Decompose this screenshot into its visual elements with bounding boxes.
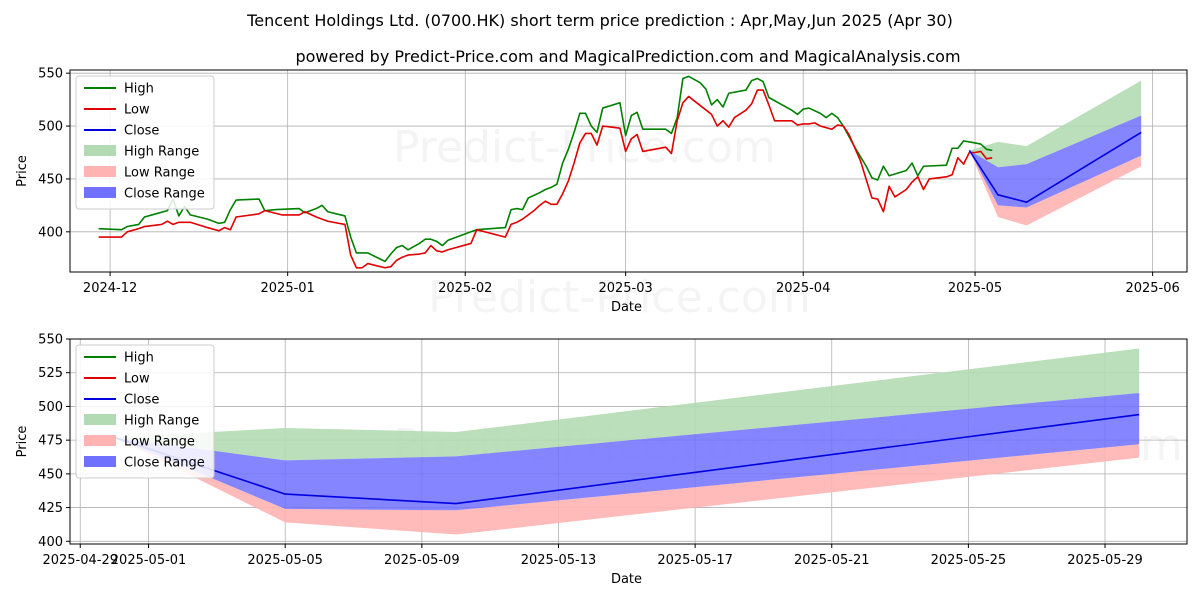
chart-subtitle: powered by Predict-Price.com and Magical…: [295, 47, 960, 66]
high-range-legend-swatch: [84, 145, 116, 156]
x-tick-label: 2025-05-13: [521, 553, 597, 568]
main-price-panel: Predict-Price.com Predict-Price.com 400 450…: [15, 67, 1188, 323]
high-series-line: [98, 75, 993, 263]
y-tick-label: 500: [38, 120, 63, 135]
x-tick-label: 2025-05: [948, 281, 1002, 296]
x-tick-label: 2025-05-09: [384, 553, 460, 568]
axes-frame: [69, 69, 1188, 273]
y-tick-label: 550: [38, 333, 63, 348]
high-legend-label: High: [124, 82, 154, 97]
low-range-legend-label: Low Range: [124, 166, 195, 181]
low-legend-label: Low: [124, 372, 150, 387]
low-range-band: [969, 150, 1142, 226]
close-range-legend-label: Close Range: [124, 187, 205, 202]
forecast-zoom-panel: Predict-Price.comPredict-Price.com400425…: [15, 333, 1188, 587]
close-range-band: [114, 392, 1140, 511]
close-range-legend-label: Close Range: [124, 456, 205, 471]
y-axis-label: Price: [15, 426, 30, 458]
close-range-legend-swatch: [84, 456, 116, 467]
x-tick-label: 2025-01: [261, 281, 315, 296]
y-tick-label: 450: [38, 467, 63, 482]
x-axis-label: Date: [611, 300, 642, 315]
x-tick-label: 2025-05-05: [247, 553, 323, 568]
x-tick-label: 2024-12: [83, 281, 137, 296]
x-tick-label: 2025-05-21: [794, 553, 870, 568]
y-tick-label: 475: [38, 434, 63, 449]
high-range-legend-swatch: [84, 414, 116, 425]
close-range-band: [969, 115, 1142, 208]
y-tick-label: 500: [38, 400, 63, 415]
x-tick-label: 2025-05-17: [657, 553, 733, 568]
low-range-legend-swatch: [84, 435, 116, 446]
x-tick-label: 2025-04-29: [42, 553, 118, 568]
x-axis-label: Date: [611, 572, 642, 587]
x-tick-label: 2025-05-29: [1067, 553, 1143, 568]
y-tick-label: 425: [38, 501, 63, 516]
high-legend-label: High: [124, 351, 154, 366]
y-tick-label: 400: [38, 225, 63, 240]
close-legend-label: Close: [124, 393, 159, 408]
plot-area: [98, 75, 1142, 269]
y-axis-label: Price: [15, 155, 30, 187]
low-series-line: [98, 89, 993, 269]
y-tick-label: 525: [38, 366, 63, 381]
watermark-text: Predict-Price.com: [428, 272, 811, 323]
chart-title: Tencent Holdings Ltd. (0700.HK) short te…: [246, 11, 953, 30]
close-range-legend-swatch: [84, 187, 116, 198]
low-range-legend-swatch: [84, 166, 116, 177]
plot-area: [114, 348, 1140, 535]
x-tick-label: 2025-05-25: [931, 553, 1007, 568]
legend: High Low Close High Range Low Range Close Ran…: [75, 75, 215, 210]
low-range-band: [114, 437, 1140, 535]
close-legend-label: Close: [124, 124, 159, 139]
x-tick-label: 2025-03: [598, 281, 652, 296]
low-legend-label: Low: [124, 103, 150, 118]
axes-frame: [69, 338, 1188, 545]
x-tick-label: 2025-06: [1125, 281, 1179, 296]
x-tick-label: 2025-05-01: [111, 553, 187, 568]
low-range-legend-label: Low Range: [124, 435, 195, 450]
y-tick-label: 400: [38, 535, 63, 550]
x-tick-label: 2025-04: [776, 281, 830, 296]
high-range-legend-label: High Range: [124, 414, 199, 429]
x-tick-label: 2025-02: [438, 281, 492, 296]
y-tick-label: 550: [38, 67, 63, 82]
high-range-legend-label: High Range: [124, 145, 199, 160]
watermark-text: Predict-Price.com: [393, 122, 776, 173]
high-range-band: [114, 348, 1140, 461]
legend: High Low Close High Range Low Range Close Ran…: [75, 344, 215, 479]
y-tick-label: 450: [38, 172, 63, 187]
high-range-band: [969, 80, 1142, 168]
close-series-line: [968, 131, 1142, 203]
